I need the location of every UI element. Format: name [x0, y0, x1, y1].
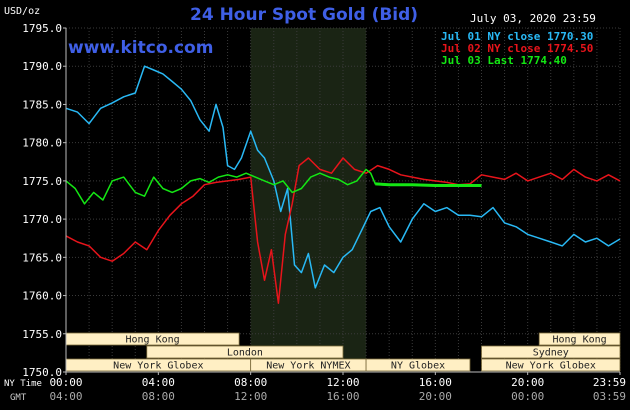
- last-price-line: [375, 182, 482, 187]
- market-label: NY Globex: [391, 361, 445, 372]
- y-tick-label: 1765.0: [22, 251, 62, 264]
- market-bar: [146, 345, 344, 359]
- market-session-7: New York Globex: [481, 358, 621, 372]
- market-label: Hong Kong: [553, 335, 607, 346]
- market-label: New York Globex: [506, 361, 596, 372]
- y-tick-label: 1755.0: [22, 328, 62, 341]
- x-tick-label-gmt: 03:59: [593, 390, 626, 403]
- date-time: July 03, 2020 23:59: [470, 12, 596, 25]
- legend-item-jul03: Jul 03 Last 1774.40: [441, 54, 567, 67]
- y-tick-label: 1790.0: [22, 60, 62, 73]
- x-tick-label-gmt: 12:00: [234, 390, 267, 403]
- y-tick-label: 1785.0: [22, 98, 62, 111]
- x-tick-label-ny: 00:00: [49, 376, 82, 389]
- market-session-5: Hong Kong: [538, 332, 621, 346]
- x-tick-label-ny: 12:00: [326, 376, 359, 389]
- series-line-1: [65, 157, 621, 304]
- session-shade: [250, 28, 367, 372]
- y-tick-label: 1795.0: [22, 22, 62, 35]
- x-axis: 00:0004:0004:0008:0008:0012:0012:0016:00…: [49, 372, 626, 403]
- market-session-6: Sydney: [481, 345, 621, 359]
- y-tick-label: 1750.0: [22, 366, 62, 379]
- market-label: Sydney: [533, 348, 569, 359]
- x-tick-label-gmt: 04:00: [49, 390, 82, 403]
- series-line-2: [65, 168, 482, 205]
- unit-label: USD/oz: [4, 6, 41, 17]
- market-bar: [538, 332, 621, 346]
- grid-lines: [65, 27, 621, 373]
- x-tick-label-gmt: 00:00: [511, 390, 544, 403]
- market-label: New York NYMEX: [266, 361, 350, 372]
- y-tick-label: 1775.0: [22, 175, 62, 188]
- x-tick-label-ny: 23:59: [593, 376, 626, 389]
- y-tick-label: 1760.0: [22, 290, 62, 303]
- market-bar: [365, 358, 471, 372]
- x-tick-label-gmt: 08:00: [142, 390, 175, 403]
- x-tick-label-gmt: 20:00: [419, 390, 452, 403]
- market-bar: [481, 358, 621, 372]
- y-tick-label: 1770.0: [22, 213, 62, 226]
- market-session-0: Hong Kong: [65, 332, 240, 346]
- market-label: New York Globex: [113, 361, 203, 372]
- x-tick-label-ny: 08:00: [234, 376, 267, 389]
- legend-text: Jul 01 NY close 1770.30: [441, 30, 594, 43]
- y-tick-label: 1780.0: [22, 137, 62, 150]
- website-link[interactable]: www.kitco.com: [68, 38, 214, 58]
- market-sessions: Hong Kong London New York Globex New York N…: [65, 332, 621, 372]
- market-session-3: New York NYMEX: [250, 358, 367, 372]
- chart-title: 24 Hour Spot Gold (Bid): [190, 5, 419, 25]
- legend-item-jul01: Jul 01 NY close 1770.30: [441, 30, 593, 43]
- x-tick-label-ny: 16:00: [419, 376, 452, 389]
- nymex-session-shade: [250, 28, 367, 372]
- x-tick-label-ny: 04:00: [142, 376, 175, 389]
- market-session-1: London: [146, 345, 344, 359]
- legend-text: Jul 03 Last 1774.40: [441, 54, 567, 67]
- legend-text: Jul 02 NY close 1774.50: [441, 42, 594, 55]
- legend-item-jul02: Jul 02 NY close 1774.50: [441, 42, 593, 55]
- gmt-label: GMT: [10, 393, 27, 403]
- market-label: London: [227, 348, 263, 359]
- market-session-2: New York Globex: [65, 358, 252, 372]
- x-tick-label-gmt: 16:00: [326, 390, 359, 403]
- x-tick-label-ny: 20:00: [511, 376, 544, 389]
- ny-time-label: NY Time: [4, 379, 42, 389]
- series-line-0: [65, 65, 621, 289]
- price-series: [65, 65, 621, 304]
- market-label: Hong Kong: [125, 335, 179, 346]
- market-bar: [481, 345, 621, 359]
- market-session-4: NY Globex: [365, 358, 471, 372]
